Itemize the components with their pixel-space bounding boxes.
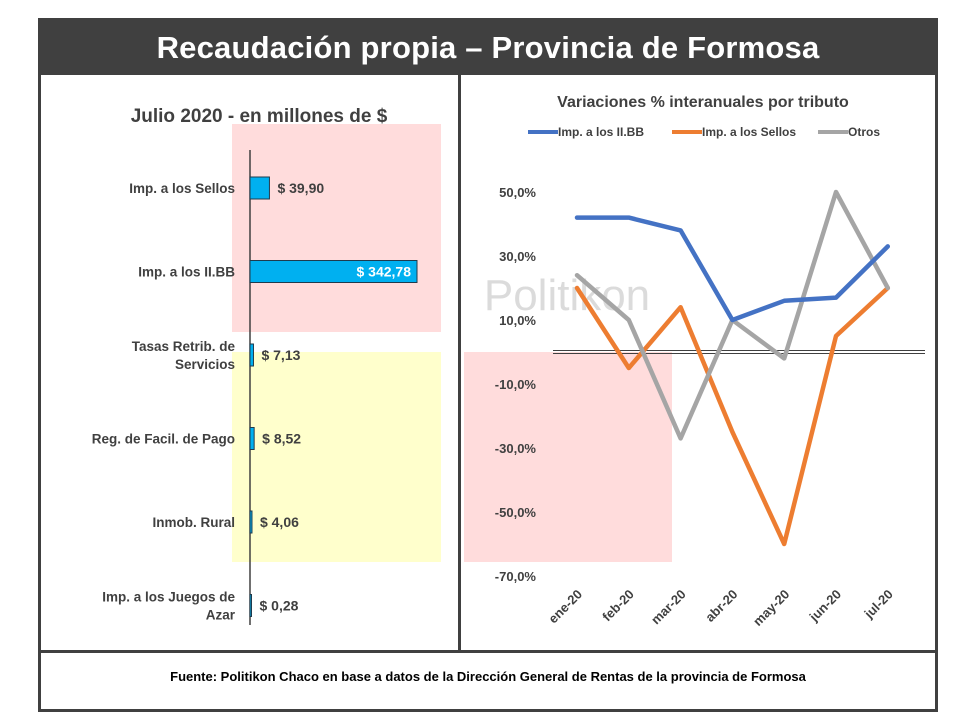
y-axis-tick-labels: 50,0% 30,0% 10,0% -10,0% -30,0% -50,0% -70,0% [495, 185, 537, 584]
x-tick-label: may-20 [750, 587, 792, 629]
bar-data-label: $ 4,06 [260, 514, 299, 530]
source-note: Fuente: Politikon Chaco en base a datos … [170, 669, 806, 684]
bar-category-label: Reg. de Facil. de Pago [92, 432, 235, 447]
panel-divider [458, 75, 461, 653]
line-legend: Imp. a los II.BB Imp. a los Sellos Otros [528, 125, 880, 139]
bar-data-label: $ 0,28 [260, 598, 299, 614]
y-tick-label: -50,0% [495, 505, 537, 520]
y-tick-label: -10,0% [495, 377, 537, 392]
series-line [574, 285, 891, 547]
bar-data-label: $ 7,13 [261, 347, 300, 363]
x-axis-tick-labels: ene-20 feb-20 mar-20 abr-20 may-20 jun-20 jul-… [545, 587, 896, 629]
chart-frame: Recaudación propia – Provincia de Formos… [38, 18, 938, 712]
line-series [574, 189, 891, 547]
bar-category-label: Imp. a los Sellos [129, 181, 235, 196]
line-chart: Politikon Variaciones % interanuales por… [464, 94, 925, 629]
x-tick-label: feb-20 [599, 587, 637, 625]
x-tick-label: jun-20 [806, 587, 844, 625]
bar-chart: Julio 2020 - en millones de $ Imp. a los… [92, 106, 441, 625]
line-chart-title: Variaciones % interanuales por tributo [557, 94, 849, 111]
bar-category-labels: Imp. a los Sellos Imp. a los II.BB Tasas R… [92, 181, 236, 623]
bar [249, 594, 252, 617]
bar-data-label: $ 342,78 [357, 264, 412, 280]
x-tick-label: ene-20 [545, 587, 585, 627]
yellow-highlight-zone [232, 352, 441, 562]
y-tick-label: 30,0% [499, 249, 536, 264]
legend-label: Imp. a los Sellos [702, 125, 796, 139]
bar-marks [249, 176, 418, 617]
bar-data-label: $ 8,52 [262, 431, 301, 447]
series-line [574, 215, 891, 323]
x-tick-label: abr-20 [702, 587, 740, 625]
bar-data-label: $ 39,90 [277, 180, 324, 196]
bar-category-label: Imp. a los II.BB [138, 265, 235, 280]
x-tick-label: mar-20 [648, 587, 689, 628]
legend-label: Otros [848, 125, 880, 139]
bar-category-label: Inmob. Rural [152, 515, 235, 530]
legend-label: Imp. a los II.BB [558, 125, 644, 139]
pink-negative-zone [464, 352, 672, 562]
y-tick-label: 10,0% [499, 313, 536, 328]
bar [249, 427, 255, 450]
bar [249, 510, 253, 534]
pink-highlight-zone [232, 124, 441, 332]
bar-data-labels: $ 39,90 $ 342,78 $ 7,13 $ 8,52 $ 4,06 $ 0,28 [260, 180, 412, 614]
x-tick-label: jul-20 [861, 587, 896, 622]
bar-category-label: Tasas Retrib. de Servicios [132, 339, 236, 372]
bar [249, 260, 418, 283]
bar [249, 343, 254, 367]
bar-category-label: Imp. a los Juegos de Azar [102, 590, 236, 623]
y-tick-label: 50,0% [499, 185, 536, 200]
y-tick-label: -30,0% [495, 441, 537, 456]
page-title: Recaudación propia – Provincia de Formos… [41, 21, 935, 75]
footer-divider [41, 650, 935, 653]
bar [249, 176, 270, 200]
y-tick-label: -70,0% [495, 569, 537, 584]
bar-chart-title: Julio 2020 - en millones de $ [131, 106, 388, 127]
